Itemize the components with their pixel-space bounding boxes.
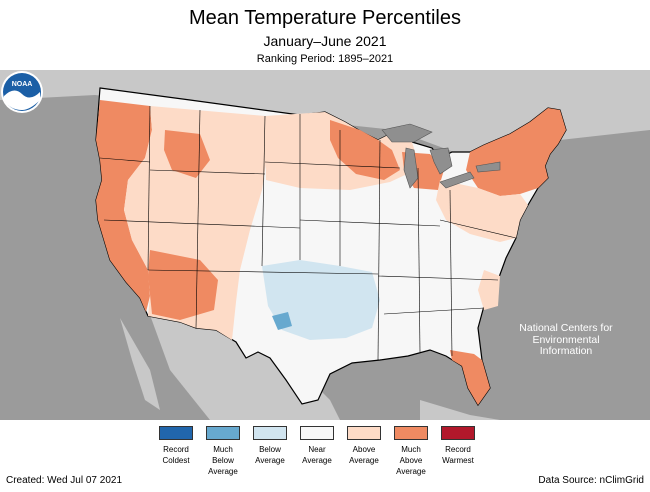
legend-record-warmest: Record Warmest bbox=[428, 426, 488, 466]
region-mid-atlantic bbox=[436, 180, 528, 242]
map-title: Mean Temperature Percentiles bbox=[189, 7, 461, 29]
legend-label: Above Average bbox=[349, 445, 379, 465]
map-subtitle: January–June 2021 bbox=[263, 33, 387, 49]
legend-above: Above Average bbox=[334, 426, 394, 466]
data-source: Data Source: nClimGrid bbox=[538, 475, 644, 486]
lake-huron bbox=[429, 147, 453, 175]
region-west-coast bbox=[96, 100, 152, 312]
region-south-central bbox=[262, 260, 380, 340]
noaa-logo-text: NOAA bbox=[12, 81, 33, 88]
region-great-lakes bbox=[330, 120, 400, 180]
ranking-period: Ranking Period: 1895–2021 bbox=[256, 53, 394, 65]
legend-much-below: Much Below Average bbox=[193, 426, 253, 477]
title-block: Mean Temperature Percentiles January–Jun… bbox=[0, 0, 650, 70]
ncei-label: National Centers for Environmental Infor… bbox=[516, 322, 616, 358]
region-idaho-patch bbox=[164, 130, 210, 178]
legend-label: Record Warmest bbox=[442, 445, 474, 465]
legend-swatch bbox=[394, 426, 428, 440]
region-southwest-patch bbox=[148, 250, 218, 320]
legend-label: Near Average bbox=[302, 445, 332, 465]
lake-erie bbox=[439, 171, 475, 189]
created-date: Created: Wed Jul 07 2021 bbox=[6, 475, 123, 486]
legend-label: Much Below Average bbox=[208, 445, 238, 476]
lake-michigan bbox=[403, 147, 419, 189]
legend-swatch bbox=[159, 426, 193, 440]
lake-ontario bbox=[475, 161, 501, 173]
noaa-logo: NOAA bbox=[1, 71, 43, 113]
legend: Record Coldest Much Below Average Below Aver… bbox=[0, 426, 650, 486]
legend-swatch bbox=[300, 426, 334, 440]
us-map bbox=[0, 70, 650, 420]
ncei-line-2: Environmental bbox=[532, 333, 600, 346]
region-northeast bbox=[466, 108, 566, 196]
legend-much-above: Much Above Average bbox=[381, 426, 441, 477]
region-florida bbox=[450, 350, 490, 405]
legend-label: Record Coldest bbox=[162, 445, 190, 465]
legend-below: Below Average bbox=[240, 426, 300, 466]
yucatan-land bbox=[420, 400, 500, 420]
lake-superior bbox=[381, 123, 433, 143]
map-panel: NOAA National Centers for Environmental … bbox=[0, 70, 650, 420]
legend-swatch bbox=[253, 426, 287, 440]
legend-label: Below Average bbox=[255, 445, 285, 465]
ncei-line-1: National Centers for bbox=[519, 322, 613, 334]
legend-near: Near Average bbox=[287, 426, 347, 466]
legend-label: Much Above Average bbox=[396, 445, 426, 476]
mexico-land bbox=[150, 315, 340, 420]
state-boundaries bbox=[99, 105, 517, 361]
legend-record-coldest: Record Coldest bbox=[146, 426, 206, 466]
baja-peninsula bbox=[120, 318, 160, 410]
legend-swatch bbox=[347, 426, 381, 440]
legend-swatch bbox=[206, 426, 240, 440]
region-much-below-patch bbox=[272, 312, 292, 330]
legend-swatch bbox=[441, 426, 475, 440]
ncei-line-3: Information bbox=[539, 345, 593, 357]
